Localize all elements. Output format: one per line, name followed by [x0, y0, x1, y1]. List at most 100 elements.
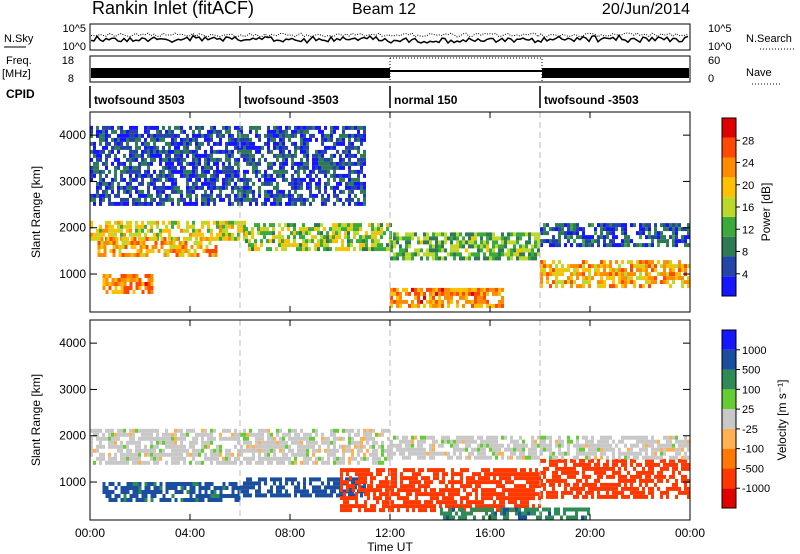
heatmap-cell [255, 149, 258, 154]
heatmap-cell [436, 468, 439, 473]
power-heatmap [90, 112, 690, 312]
heatmap-cell [459, 244, 462, 249]
heatmap-cell [524, 511, 527, 516]
heatmap-cell [393, 232, 396, 237]
heatmap-cell [228, 153, 231, 158]
heatmap-cell [531, 451, 534, 456]
heatmap-cell [291, 181, 294, 186]
heatmap-cell [228, 165, 231, 170]
heatmap-cell [576, 462, 579, 467]
heatmap-cell [141, 201, 144, 206]
heatmap-cell [381, 440, 384, 445]
heatmap-cell [303, 481, 306, 486]
heatmap-cell [606, 455, 609, 460]
heatmap-cell [456, 291, 459, 296]
heatmap-cell [276, 444, 279, 449]
heatmap-cell [585, 490, 588, 495]
heatmap-cell [90, 177, 93, 182]
heatmap-cell [111, 282, 115, 286]
heatmap-cell [270, 440, 273, 445]
heatmap-cell [168, 498, 172, 502]
heatmap-cell [329, 239, 332, 244]
heatmap-cell [367, 468, 370, 473]
heatmap-cell [575, 515, 578, 520]
heatmap-cell [552, 486, 555, 491]
heatmap-cell [324, 133, 327, 138]
heatmap-cell [300, 129, 303, 134]
heatmap-cell [378, 456, 381, 461]
heatmap-cell [585, 268, 588, 273]
heatmap-cell [222, 428, 225, 433]
heatmap-cell [252, 456, 255, 461]
heatmap-cell [291, 452, 294, 457]
heatmap-cell [96, 189, 99, 194]
heatmap-cell [394, 476, 397, 481]
heatmap-cell [474, 455, 477, 460]
heatmap-region [390, 435, 690, 460]
heatmap-cell [183, 228, 186, 233]
heatmap-cell [406, 492, 409, 497]
heatmap-cell [606, 443, 609, 448]
heatmap-cell [297, 173, 300, 178]
heatmap-cell [418, 472, 421, 477]
heatmap-cell [484, 492, 487, 497]
heatmap-cell [252, 153, 255, 158]
heatmap-cell [603, 239, 606, 244]
heatmap-cell [481, 488, 484, 493]
heatmap-cell [129, 149, 132, 154]
heatmap-cell [198, 448, 201, 453]
heatmap-cell [352, 504, 355, 509]
heatmap-cell [451, 488, 454, 493]
heatmap-cell [447, 252, 450, 257]
heatmap-cell [336, 165, 339, 170]
heatmap-cell [147, 282, 151, 286]
heatmap-cell [255, 125, 258, 130]
heatmap-cell [687, 223, 690, 228]
heatmap-cell [532, 472, 535, 477]
heatmap-cell [225, 193, 228, 198]
heatmap-cell [261, 145, 264, 150]
heatmap-cell [264, 173, 267, 178]
heatmap-cell [603, 443, 606, 448]
heatmap-cell [321, 456, 324, 461]
heatmap-cell [403, 500, 406, 505]
heatmap-cell [591, 494, 594, 499]
heatmap-cell [234, 444, 237, 449]
heatmap-cell [348, 448, 351, 453]
heatmap-cell [526, 488, 529, 493]
heatmap-cell [296, 243, 299, 248]
heatmap-cell [657, 447, 660, 452]
heatmap-cell [266, 247, 269, 252]
heatmap-cell [273, 133, 276, 138]
nsky-tick-bottom: 10^0 [62, 41, 86, 53]
heatmap-cell [192, 490, 196, 494]
heatmap-cell [260, 239, 263, 244]
heatmap-cell [213, 490, 217, 494]
heatmap-cell [600, 486, 603, 491]
heatmap-cell [126, 456, 129, 461]
heatmap-cell [99, 149, 102, 154]
heatmap-cell [561, 455, 564, 460]
heatmap-cell [198, 432, 201, 437]
heatmap-cell [450, 252, 453, 257]
heatmap-cell [123, 232, 126, 237]
heatmap-cell [357, 460, 360, 465]
heatmap-cell [391, 492, 394, 497]
heatmap-cell [195, 448, 198, 453]
heatmap-cell [330, 432, 333, 437]
heatmap-cell [561, 439, 564, 444]
heatmap-cell [90, 125, 93, 130]
heatmap-cell [90, 133, 93, 138]
heatmap-cell [630, 490, 633, 495]
heatmap-cell [246, 477, 249, 482]
heatmap-cell [606, 276, 609, 281]
heatmap-cell [511, 496, 514, 501]
heatmap-cell [225, 141, 228, 146]
heatmap-cell [528, 451, 531, 456]
heatmap-cell [180, 129, 183, 134]
heatmap-cell [639, 235, 642, 240]
heatmap-cell [201, 232, 204, 237]
heatmap-cell [520, 500, 523, 505]
heatmap-cell [312, 193, 315, 198]
heatmap-cell [171, 220, 174, 225]
